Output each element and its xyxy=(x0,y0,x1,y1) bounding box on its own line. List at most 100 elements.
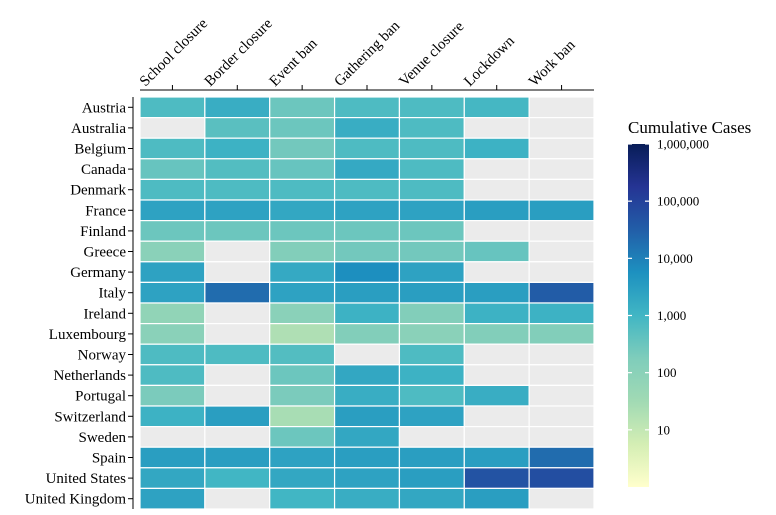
heatmap-cell xyxy=(398,261,465,283)
heatmap-cell xyxy=(333,302,401,325)
heatmap-cell xyxy=(139,116,206,139)
heatmap-cell xyxy=(139,446,206,469)
plot-area xyxy=(132,89,595,510)
column-label: Venue closure xyxy=(396,18,467,89)
heatmap-cell xyxy=(528,116,595,139)
heatmap-cell xyxy=(463,137,530,160)
heatmap-cell xyxy=(463,220,530,242)
heatmap-cell xyxy=(398,158,465,181)
heatmap-cell xyxy=(333,487,401,510)
heatmap-cell xyxy=(204,426,271,448)
heatmap-cell xyxy=(204,384,271,407)
heatmap-cell xyxy=(398,96,465,119)
colorbar-tick-label: 100,000 xyxy=(657,194,699,209)
heatmap-cell xyxy=(463,384,530,407)
row-label: Finland xyxy=(80,224,126,240)
heatmap-cell xyxy=(398,364,465,386)
heatmap-cell xyxy=(139,364,206,386)
heatmap-cell xyxy=(333,323,401,345)
heatmap-cell xyxy=(398,384,465,407)
heatmap-cell xyxy=(398,302,465,325)
heatmap-cell xyxy=(398,220,465,242)
heatmap-cell xyxy=(269,137,336,160)
heatmap-cell xyxy=(528,384,595,407)
heatmap-cell xyxy=(333,261,401,283)
heatmap-cell xyxy=(398,281,465,304)
heatmap-cell xyxy=(269,116,336,139)
heatmap-cell xyxy=(269,158,336,181)
heatmap-cell xyxy=(333,467,401,489)
heatmap-cell xyxy=(398,405,465,428)
heatmap-cell xyxy=(463,158,530,181)
heatmap-cell xyxy=(463,302,530,325)
heatmap-cell xyxy=(528,446,595,469)
heatmap-cell xyxy=(398,323,465,345)
heatmap-cell xyxy=(398,137,465,160)
heatmap-cell xyxy=(463,323,530,345)
heatmap-cell xyxy=(204,405,271,428)
heatmap-cell xyxy=(139,240,206,263)
heatmap-cell xyxy=(269,178,336,201)
column-label: Event ban xyxy=(267,35,321,89)
heatmap-cell xyxy=(528,96,595,119)
heatmap-cell xyxy=(204,364,271,386)
colorbar-title: Cumulative Cases xyxy=(628,118,751,137)
heatmap-cell xyxy=(398,487,465,510)
row-label: Germany xyxy=(70,265,126,281)
heatmap-cell xyxy=(463,116,530,139)
heatmap-cell xyxy=(204,116,271,139)
heatmap-cell xyxy=(333,178,401,201)
heatmap-cell xyxy=(139,467,206,489)
heatmap-cell xyxy=(463,405,530,428)
heatmap-cell xyxy=(528,220,595,242)
heatmap-cell xyxy=(269,384,336,407)
heatmap-cell xyxy=(398,199,465,222)
heatmap-cell xyxy=(528,323,595,345)
heatmap-cell xyxy=(269,261,336,283)
column-label: Lockdown xyxy=(461,33,518,90)
column-label: School closure xyxy=(137,16,211,90)
heatmap-cell xyxy=(528,261,595,283)
row-label: Denmark xyxy=(70,183,126,199)
colorbar-tick-label: 10,000 xyxy=(657,251,693,266)
row-label: United Kingdom xyxy=(25,492,127,508)
heatmap-cell xyxy=(528,302,595,325)
row-label: Belgium xyxy=(74,142,126,158)
heatmap-cell xyxy=(528,281,595,304)
column-label: Gathering ban xyxy=(332,18,404,90)
row-label: Italy xyxy=(99,286,127,302)
heatmap-cell xyxy=(204,137,271,160)
heatmap-cell xyxy=(139,302,206,325)
heatmap-cell xyxy=(204,281,271,304)
heatmap-cell xyxy=(269,220,336,242)
heatmap-cell xyxy=(204,323,271,345)
heatmap-cell xyxy=(204,199,271,222)
heatmap-cell xyxy=(463,281,530,304)
row-label: Portugal xyxy=(75,389,126,405)
heatmap-cell xyxy=(204,158,271,181)
heatmap-cell xyxy=(139,405,206,428)
heatmap-cell xyxy=(333,158,401,181)
colorbar-tick-label: 1,000,000 xyxy=(657,137,709,152)
heatmap-cell xyxy=(528,240,595,263)
heatmap-cell xyxy=(463,343,530,366)
heatmap-cell xyxy=(398,426,465,448)
colorbar-legend: Cumulative Cases 10 100 1,000 10,000 100,000… xyxy=(628,118,751,487)
row-label: Australia xyxy=(71,121,126,137)
heatmap-cell xyxy=(269,323,336,345)
heatmap-cell xyxy=(463,467,530,489)
row-labels: Austria Australia Belgium Canada Denmark Fran… xyxy=(25,100,133,508)
heatmap-cell xyxy=(269,467,336,489)
heatmap-cell xyxy=(333,96,401,119)
heatmap-cell xyxy=(139,281,206,304)
heatmap-cell xyxy=(333,240,401,263)
heatmap-cell xyxy=(398,178,465,201)
heatmap-cell xyxy=(269,96,336,119)
heatmap-cell xyxy=(333,281,401,304)
heatmap-cell xyxy=(398,467,465,489)
heatmap-cell xyxy=(139,426,206,448)
heatmap-cell xyxy=(139,343,206,366)
heatmap-cell xyxy=(333,343,401,366)
heatmap-cell xyxy=(333,116,401,139)
row-label: Sweden xyxy=(79,430,127,446)
